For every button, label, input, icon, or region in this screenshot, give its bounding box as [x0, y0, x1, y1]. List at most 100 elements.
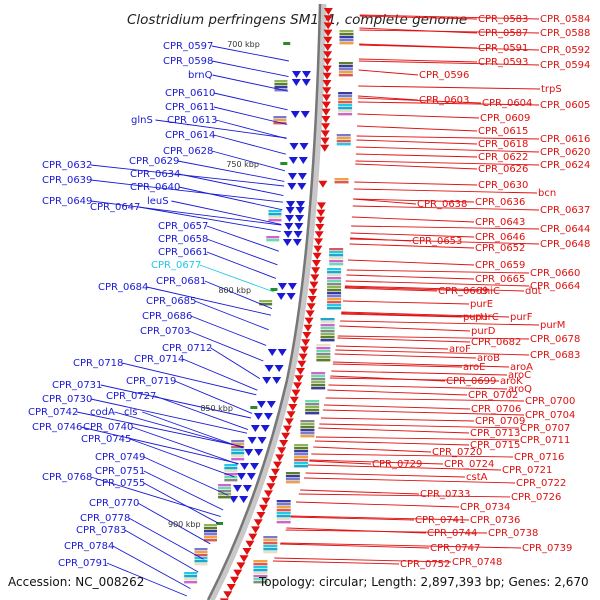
- feature-block: [329, 248, 344, 251]
- forward-label-leader: [344, 287, 438, 292]
- reverse-gene-arrow: [296, 201, 306, 208]
- forward-label-leader: [328, 384, 508, 390]
- forward-gene-label: cstA: [466, 472, 488, 483]
- forward-label-leader: [353, 188, 538, 194]
- forward-gene-label: CPR_0603: [419, 95, 469, 106]
- forward-gene-arrow: [305, 310, 315, 318]
- forward-gene-arrow: [315, 224, 325, 231]
- forward-gene-arrow: [322, 65, 332, 73]
- forward-gene-arrow: [303, 324, 313, 332]
- forward-gene-arrow: [309, 281, 319, 289]
- forward-label-leader: [359, 27, 478, 34]
- reverse-gene-arrow: [256, 401, 266, 408]
- reverse-label-leader: [100, 384, 252, 419]
- forward-label-leader: [290, 516, 415, 521]
- forward-gene-arrow: [320, 137, 330, 145]
- reverse-gene-label: CPR_0686: [142, 311, 192, 322]
- feature-block: [327, 292, 342, 295]
- reverse-gene-label: CPR_0685: [146, 296, 196, 307]
- feature-block: [253, 569, 268, 572]
- reverse-gene-arrow: [301, 79, 311, 86]
- forward-gene-arrow: [245, 540, 255, 548]
- reverse-gene-arrow: [287, 183, 297, 190]
- reverse-gene-label: CPR_0791: [58, 558, 108, 569]
- forward-label-leader: [357, 97, 482, 104]
- feature-block: [294, 453, 309, 456]
- feature-block: [268, 219, 282, 222]
- feature-block: [329, 260, 344, 263]
- reverse-gene-label: CPR_0755: [95, 478, 145, 489]
- forward-gene-label: CPR_0609: [480, 113, 530, 124]
- feature-block: [218, 484, 232, 487]
- reverse-gene-arrow: [262, 377, 272, 384]
- forward-label-leader: [339, 325, 471, 332]
- feature-block: [194, 548, 208, 551]
- forward-gene-label: CPR_0722: [516, 478, 566, 489]
- reverse-label-leader: [121, 362, 257, 396]
- feature-block: [338, 65, 353, 68]
- kbp-tick: [270, 288, 278, 291]
- feature-block: [300, 423, 315, 426]
- forward-gene-label: aroE: [463, 362, 485, 373]
- forward-gene-label: CPR_0683: [530, 350, 580, 361]
- reverse-label-leader: [155, 119, 287, 139]
- forward-gene-label: CPR_0744: [427, 528, 477, 539]
- feature-block: [327, 286, 342, 289]
- feature-block: [276, 509, 291, 512]
- reverse-gene-label: CPR_0677: [151, 260, 201, 271]
- reverse-gene-label: CPR_0639: [42, 175, 92, 186]
- feature-block: [203, 536, 217, 539]
- reverse-label-leader: [206, 251, 277, 279]
- forward-gene-arrow: [297, 360, 307, 368]
- feature-block: [334, 178, 349, 181]
- forward-gene-label: CPR_0596: [419, 70, 469, 81]
- reverse-gene-arrow: [236, 473, 246, 480]
- forward-gene-arrow: [320, 144, 330, 152]
- forward-label-leader: [335, 349, 530, 356]
- reverse-gene-label: CPR_0731: [52, 380, 102, 391]
- reverse-gene-arrow: [297, 183, 307, 190]
- reverse-gene-arrow: [250, 463, 260, 470]
- feature-block: [300, 420, 315, 423]
- reverse-gene-label: CPR_0681: [156, 276, 206, 287]
- feature-block: [268, 213, 282, 216]
- reverse-label-leader: [215, 119, 287, 140]
- feature-block: [276, 518, 291, 521]
- reverse-gene-arrow: [242, 485, 252, 492]
- feature-block: [338, 113, 353, 116]
- kbp-tick: [280, 162, 288, 165]
- forward-gene-arrow: [312, 252, 322, 260]
- feature-block: [276, 503, 291, 506]
- forward-gene-arrow: [229, 576, 239, 584]
- feature-block: [203, 539, 217, 542]
- forward-gene-label: CPR_0644: [540, 224, 590, 235]
- genome-backbone: [207, 3, 327, 600]
- forward-gene-arrow: [323, 36, 333, 44]
- feature-block: [253, 566, 268, 569]
- reverse-label-leader: [90, 476, 221, 518]
- feature-block: [263, 542, 278, 545]
- reverse-label-leader: [128, 517, 204, 560]
- reverse-label-leader: [211, 45, 289, 62]
- forward-label-leader: [340, 320, 540, 326]
- reverse-gene-label: CPR_0628: [163, 146, 213, 157]
- feature-block: [203, 533, 217, 536]
- feature-block: [327, 295, 342, 298]
- forward-gene-arrow: [236, 562, 246, 570]
- accession-text: Accession: NC_008262: [8, 575, 144, 589]
- forward-gene-arrow: [306, 303, 316, 311]
- reverse-gene-arrow: [298, 157, 308, 164]
- forward-gene-label: CPR_0648: [540, 239, 590, 250]
- forward-gene-arrow: [320, 130, 330, 138]
- forward-gene-label: CPR_0584: [540, 14, 590, 25]
- forward-gene-arrow: [283, 425, 293, 433]
- forward-label-leader: [353, 198, 475, 203]
- feature-block: [273, 119, 287, 122]
- forward-label-leader: [314, 440, 470, 446]
- forward-gene-label: CPR_0721: [502, 465, 552, 476]
- reverse-label-leader: [114, 411, 244, 448]
- forward-label-leader: [298, 493, 511, 498]
- feature-block: [253, 581, 268, 584]
- forward-gene-arrow: [251, 526, 261, 534]
